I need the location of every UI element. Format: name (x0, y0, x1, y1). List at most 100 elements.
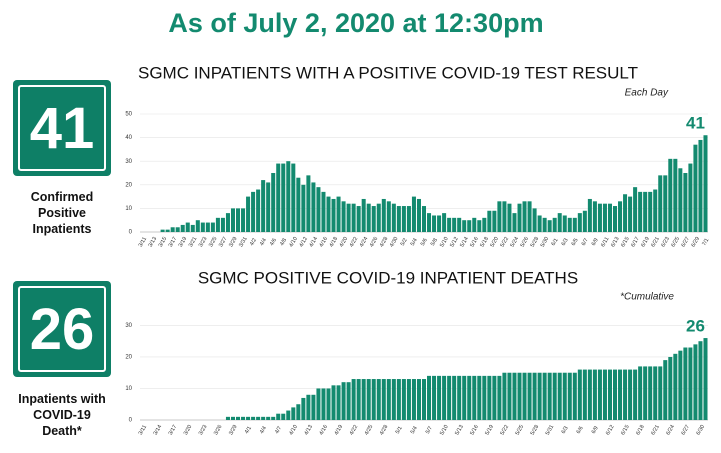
bar (638, 191, 643, 232)
x-tick-label: 4/2 (249, 237, 258, 247)
bar (442, 375, 447, 420)
bar (437, 215, 442, 232)
bar (678, 350, 683, 420)
x-tick-label: 5/30 (540, 236, 551, 248)
bar (416, 379, 421, 420)
bar (452, 375, 457, 420)
x-tick-label: 3/29 (228, 424, 239, 436)
bar (597, 369, 602, 420)
x-tick-label: 4/4 (259, 425, 268, 435)
kpi-box: 26 (13, 281, 111, 377)
bar (698, 341, 703, 420)
x-tick-label: 6/27 (680, 236, 691, 248)
bar (462, 220, 467, 232)
bar (668, 158, 673, 232)
bar (658, 366, 663, 420)
x-tick-label: 4/8 (279, 237, 288, 247)
y-tick-label: 20 (125, 355, 132, 361)
bar (180, 224, 185, 232)
x-tick-label: 6/21 (650, 424, 661, 436)
x-tick-label: 3/31 (238, 236, 249, 248)
bar (683, 173, 688, 232)
bar (663, 175, 668, 232)
bar (592, 369, 597, 420)
bar (341, 382, 346, 420)
x-tick-label: 4/16 (319, 236, 330, 248)
y-tick-label: 30 (125, 159, 132, 165)
bar (693, 344, 698, 420)
x-tick-label: 5/20 (489, 236, 500, 248)
bar (291, 163, 296, 232)
x-tick-label: 5/1 (395, 425, 404, 435)
bar (391, 203, 396, 232)
bar (396, 379, 401, 420)
x-tick-label: 3/11 (138, 236, 148, 248)
bar (628, 196, 633, 232)
bar (246, 416, 251, 420)
x-tick-label: 4/28 (379, 236, 390, 248)
bar (577, 213, 582, 232)
bar (577, 369, 582, 420)
bar (281, 413, 286, 420)
value-label: 41 (686, 114, 705, 133)
bar (241, 416, 246, 420)
bar (633, 187, 638, 232)
bar (437, 375, 442, 420)
x-tick-label: 4/30 (389, 236, 400, 248)
bar (492, 375, 497, 420)
bar (160, 229, 165, 232)
x-tick-label: 6/15 (620, 424, 631, 436)
bar (572, 372, 577, 420)
bar (336, 385, 341, 420)
kpi-label-line: COVID-19 (33, 408, 91, 422)
x-tick-label: 4/18 (329, 236, 340, 248)
x-tick-label: 5/22 (500, 236, 511, 248)
bar (557, 213, 562, 232)
bar (607, 203, 612, 232)
bar (688, 347, 693, 420)
bar (432, 375, 437, 420)
bar (532, 208, 537, 232)
bar (165, 229, 170, 232)
x-tick-label: 7/1 (701, 237, 710, 247)
bar (517, 372, 522, 420)
bar (537, 215, 542, 232)
x-tick-label: 6/13 (610, 236, 621, 248)
bar (210, 222, 215, 232)
bar (487, 375, 492, 420)
bar (341, 201, 346, 232)
kpi-label-line: Confirmed (30, 190, 94, 204)
x-tick-label: 6/6 (576, 425, 585, 435)
bar (291, 407, 296, 420)
x-tick-label: 5/26 (520, 236, 531, 248)
bar (386, 201, 391, 232)
bar (618, 201, 623, 232)
y-tick-label: 0 (129, 230, 133, 236)
bar (236, 208, 241, 232)
bar (612, 206, 618, 232)
bar (296, 404, 301, 420)
bar (331, 385, 336, 420)
x-tick-label: 4/28 (379, 424, 390, 436)
bar (688, 163, 693, 232)
x-tick-label: 5/12 (449, 236, 460, 248)
x-tick-label: 5/16 (469, 424, 480, 436)
x-tick-label: 5/28 (530, 236, 541, 248)
bar (567, 217, 572, 232)
y-tick-label: 50 (125, 112, 132, 118)
bar (306, 175, 311, 232)
bar (512, 372, 517, 420)
bar (447, 375, 452, 420)
bar (612, 369, 618, 420)
bar (386, 379, 391, 420)
bar (512, 213, 517, 232)
x-tick-label: 3/15 (158, 236, 169, 248)
x-tick-label: 3/27 (218, 236, 229, 248)
bar (401, 379, 406, 420)
bar (351, 203, 356, 232)
bar (673, 158, 678, 232)
x-tick-label: 5/19 (484, 424, 495, 436)
bar (602, 369, 607, 420)
x-tick-label: 4/1 (244, 425, 253, 435)
x-tick-label: 5/28 (530, 424, 541, 436)
